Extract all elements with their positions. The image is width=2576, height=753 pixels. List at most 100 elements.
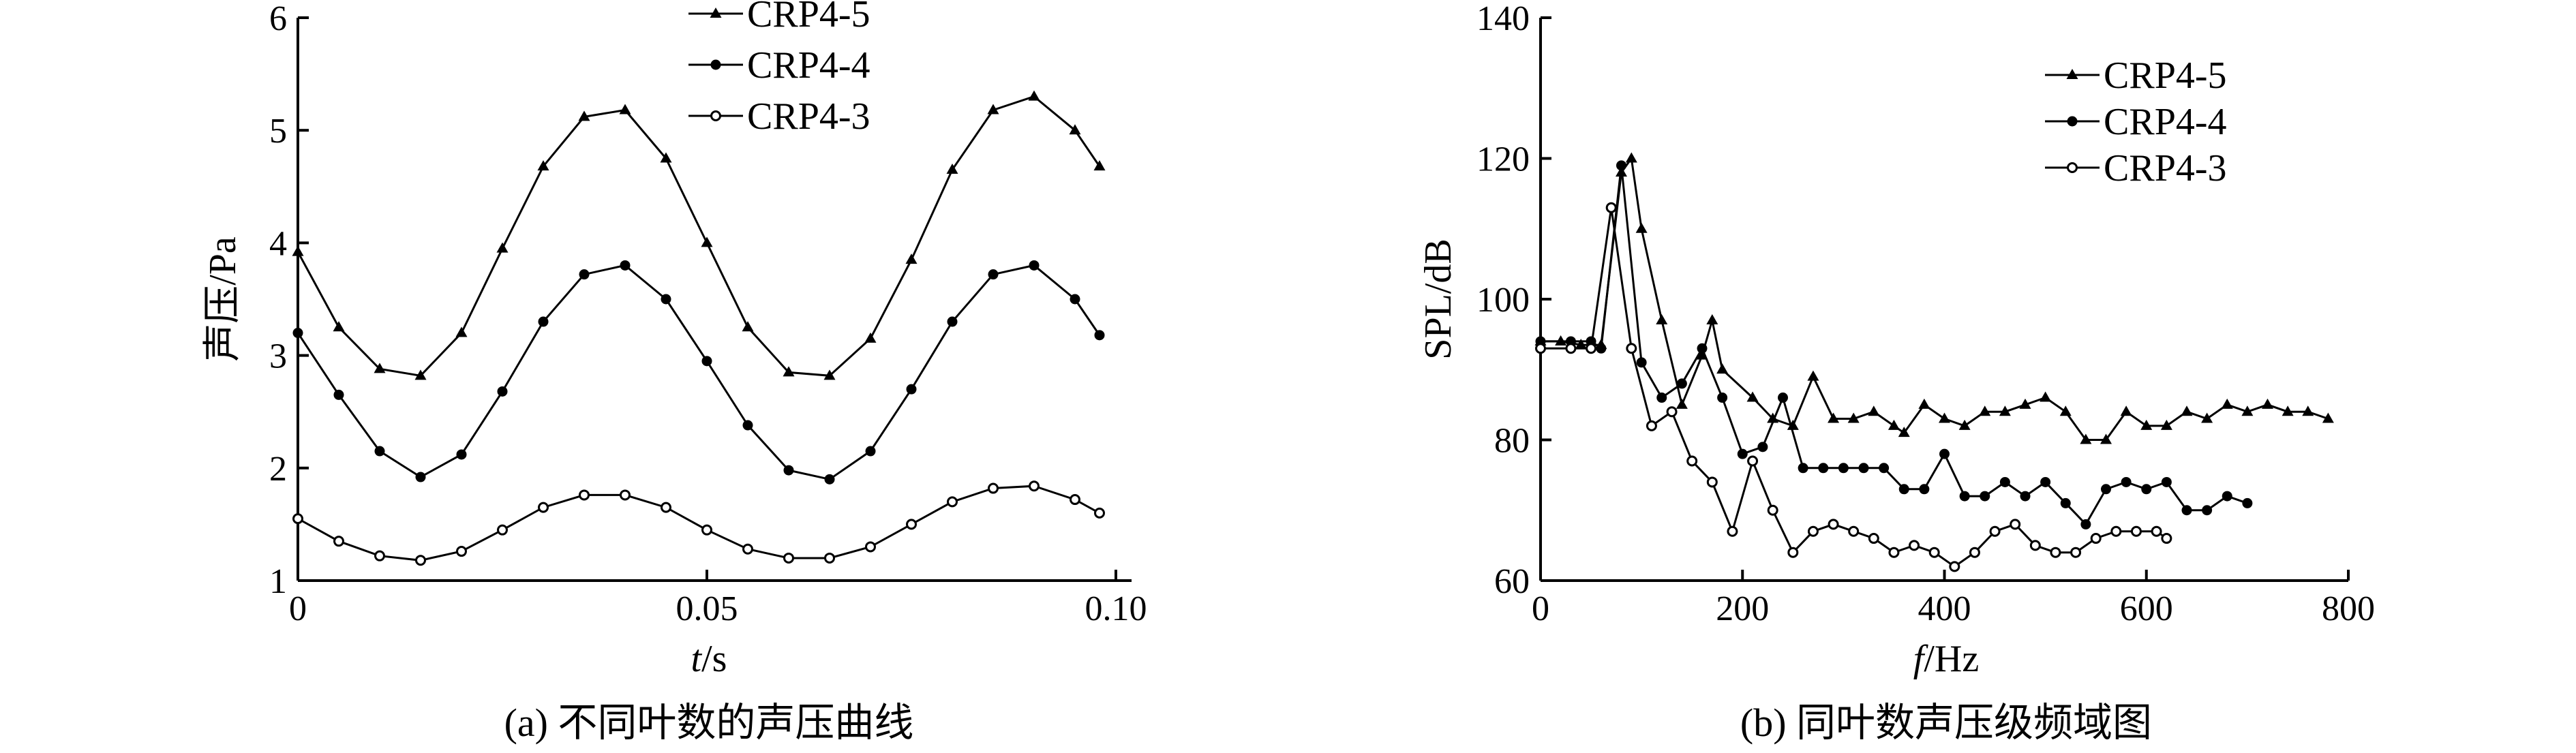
data-point-crp4-4 xyxy=(1616,160,1626,171)
data-point-crp4-4 xyxy=(374,446,385,457)
data-point-crp4-3 xyxy=(701,524,712,536)
data-point-crp4-3 xyxy=(906,519,917,530)
data-point-crp4-3 xyxy=(1727,525,1738,537)
data-point-crp4-5 xyxy=(2262,398,2273,409)
data-point-crp4-4 xyxy=(1717,393,1728,403)
data-point-crp4-3 xyxy=(661,502,671,513)
panel-b-caption: (b) 同叶数声压级频域图 xyxy=(1740,701,2152,745)
data-point-crp4-3 xyxy=(1565,343,1577,354)
data-point-crp4-4 xyxy=(2222,491,2232,502)
panel-a-xlabel: t/s xyxy=(691,638,727,680)
data-point-crp4-4 xyxy=(579,269,590,280)
data-point-crp4-3 xyxy=(1828,519,1839,530)
data-point-crp4-5 xyxy=(1706,313,1718,324)
panel-a-ytick-label: 6 xyxy=(269,0,287,38)
legend-marker-crp4-4 xyxy=(710,59,721,70)
panel-a-xtick-label: 0.10 xyxy=(1085,589,1147,628)
data-point-crp4-4 xyxy=(2202,505,2213,516)
data-point-crp4-3 xyxy=(456,546,467,557)
series-line-crp4-5 xyxy=(297,95,1101,377)
legend-marker-crp4-3 xyxy=(2067,162,2078,173)
data-point-crp4-4 xyxy=(865,446,876,457)
data-point-crp4-3 xyxy=(497,524,508,536)
data-point-crp4-4 xyxy=(988,269,999,280)
data-point-crp4-3 xyxy=(2110,525,2122,537)
data-point-crp4-4 xyxy=(1697,343,1708,354)
panel-b: 60 80 100 120 140 0 200 400 600 800 CRP4-5CRP4-4… xyxy=(1417,0,2375,745)
data-point-crp4-5 xyxy=(2181,405,2193,416)
data-point-crp4-3 xyxy=(415,555,426,566)
data-point-crp4-4 xyxy=(2121,476,2132,487)
data-point-crp4-3 xyxy=(374,550,385,562)
panel-a-xlabel-var: t xyxy=(691,638,703,680)
panel-b-xtick-label: 800 xyxy=(2322,589,2375,628)
panel-a: 1 2 3 4 5 6 0 0.05 0.10 CRP4-5 CRP4-4 CRP4-3 声压/P… xyxy=(202,0,1147,745)
panel-b-xtick-label: 0 xyxy=(1532,589,1549,628)
data-point-crp4-4 xyxy=(2060,497,2071,508)
data-point-crp4-4 xyxy=(333,389,344,400)
series-line-crp4-4 xyxy=(1541,165,2248,526)
data-point-crp4-4 xyxy=(2101,484,2111,495)
data-point-crp4-3 xyxy=(1888,547,1900,558)
panel-a-caption: (a) 不同叶数的声压曲线 xyxy=(504,701,914,745)
data-point-crp4-5 xyxy=(864,332,877,343)
data-point-crp4-4 xyxy=(742,420,753,431)
data-point-crp4-3 xyxy=(1666,406,1678,418)
data-point-crp4-4 xyxy=(1858,463,1869,474)
panel-a-ylabel: 声压/Pa xyxy=(202,236,244,362)
data-point-crp4-5 xyxy=(455,326,468,337)
data-point-crp4-4 xyxy=(2080,519,2091,529)
data-point-crp4-5 xyxy=(292,245,304,256)
data-point-crp4-4 xyxy=(1757,442,1768,452)
data-point-crp4-4 xyxy=(1070,294,1080,305)
data-point-crp4-3 xyxy=(1747,455,1759,467)
data-point-crp4-3 xyxy=(1928,547,1940,558)
panel-a-xtick-label: 0 xyxy=(289,589,307,628)
data-point-crp4-3 xyxy=(333,536,344,547)
panel-a-ytick-label: 1 xyxy=(269,562,287,601)
data-point-crp4-4 xyxy=(1838,463,1849,474)
data-point-crp4-3 xyxy=(2050,547,2061,558)
data-point-crp4-4 xyxy=(1636,357,1647,368)
data-point-crp4-4 xyxy=(1778,393,1788,403)
data-point-crp4-4 xyxy=(1094,330,1105,341)
data-point-crp4-5 xyxy=(1939,412,1950,423)
legend-label-crp4-5: CRP4-5 xyxy=(2104,55,2227,97)
data-point-crp4-4 xyxy=(456,449,467,460)
legend-label-crp4-4: CRP4-4 xyxy=(2104,101,2227,143)
legend-marker-crp4-3 xyxy=(710,110,721,121)
data-point-crp4-3 xyxy=(1535,343,1546,354)
data-point-crp4-3 xyxy=(1868,533,1879,544)
panel-a-ytick-label: 4 xyxy=(269,224,287,263)
data-point-crp4-5 xyxy=(1676,398,1688,409)
data-point-crp4-4 xyxy=(2141,484,2152,495)
legend-label-crp4-4: CRP4-4 xyxy=(747,44,870,87)
data-point-crp4-4 xyxy=(1898,484,1909,495)
data-point-crp4-3 xyxy=(1094,507,1105,519)
data-point-crp4-3 xyxy=(988,482,999,494)
data-point-crp4-4 xyxy=(1999,476,2010,487)
data-point-crp4-4 xyxy=(824,474,835,485)
data-point-crp4-3 xyxy=(2090,533,2102,544)
data-point-crp4-5 xyxy=(2221,398,2233,409)
data-point-crp4-4 xyxy=(1596,343,1607,354)
data-point-crp4-4 xyxy=(620,260,631,271)
panel-b-xlabel: f/Hz xyxy=(1913,638,1979,680)
data-point-crp4-5 xyxy=(1635,222,1648,233)
data-point-crp4-3 xyxy=(1787,547,1799,558)
data-point-crp4-3 xyxy=(1070,494,1080,506)
panel-b-xtick-label: 200 xyxy=(1716,589,1769,628)
data-point-crp4-5 xyxy=(619,104,631,114)
data-point-crp4-3 xyxy=(1686,455,1698,467)
series-line-crp4-4 xyxy=(297,264,1101,480)
data-point-crp4-3 xyxy=(824,552,835,564)
data-point-crp4-4 xyxy=(783,465,794,476)
legend-label-crp4-3: CRP4-3 xyxy=(747,95,870,138)
panel-a-xtick-label: 0.05 xyxy=(676,589,738,628)
data-point-crp4-4 xyxy=(1939,448,1950,459)
data-point-crp4-4 xyxy=(906,384,917,395)
data-point-crp4-5 xyxy=(2040,391,2052,402)
panel-b-xtick-label: 600 xyxy=(2120,589,2173,628)
data-point-crp4-5 xyxy=(496,242,509,253)
